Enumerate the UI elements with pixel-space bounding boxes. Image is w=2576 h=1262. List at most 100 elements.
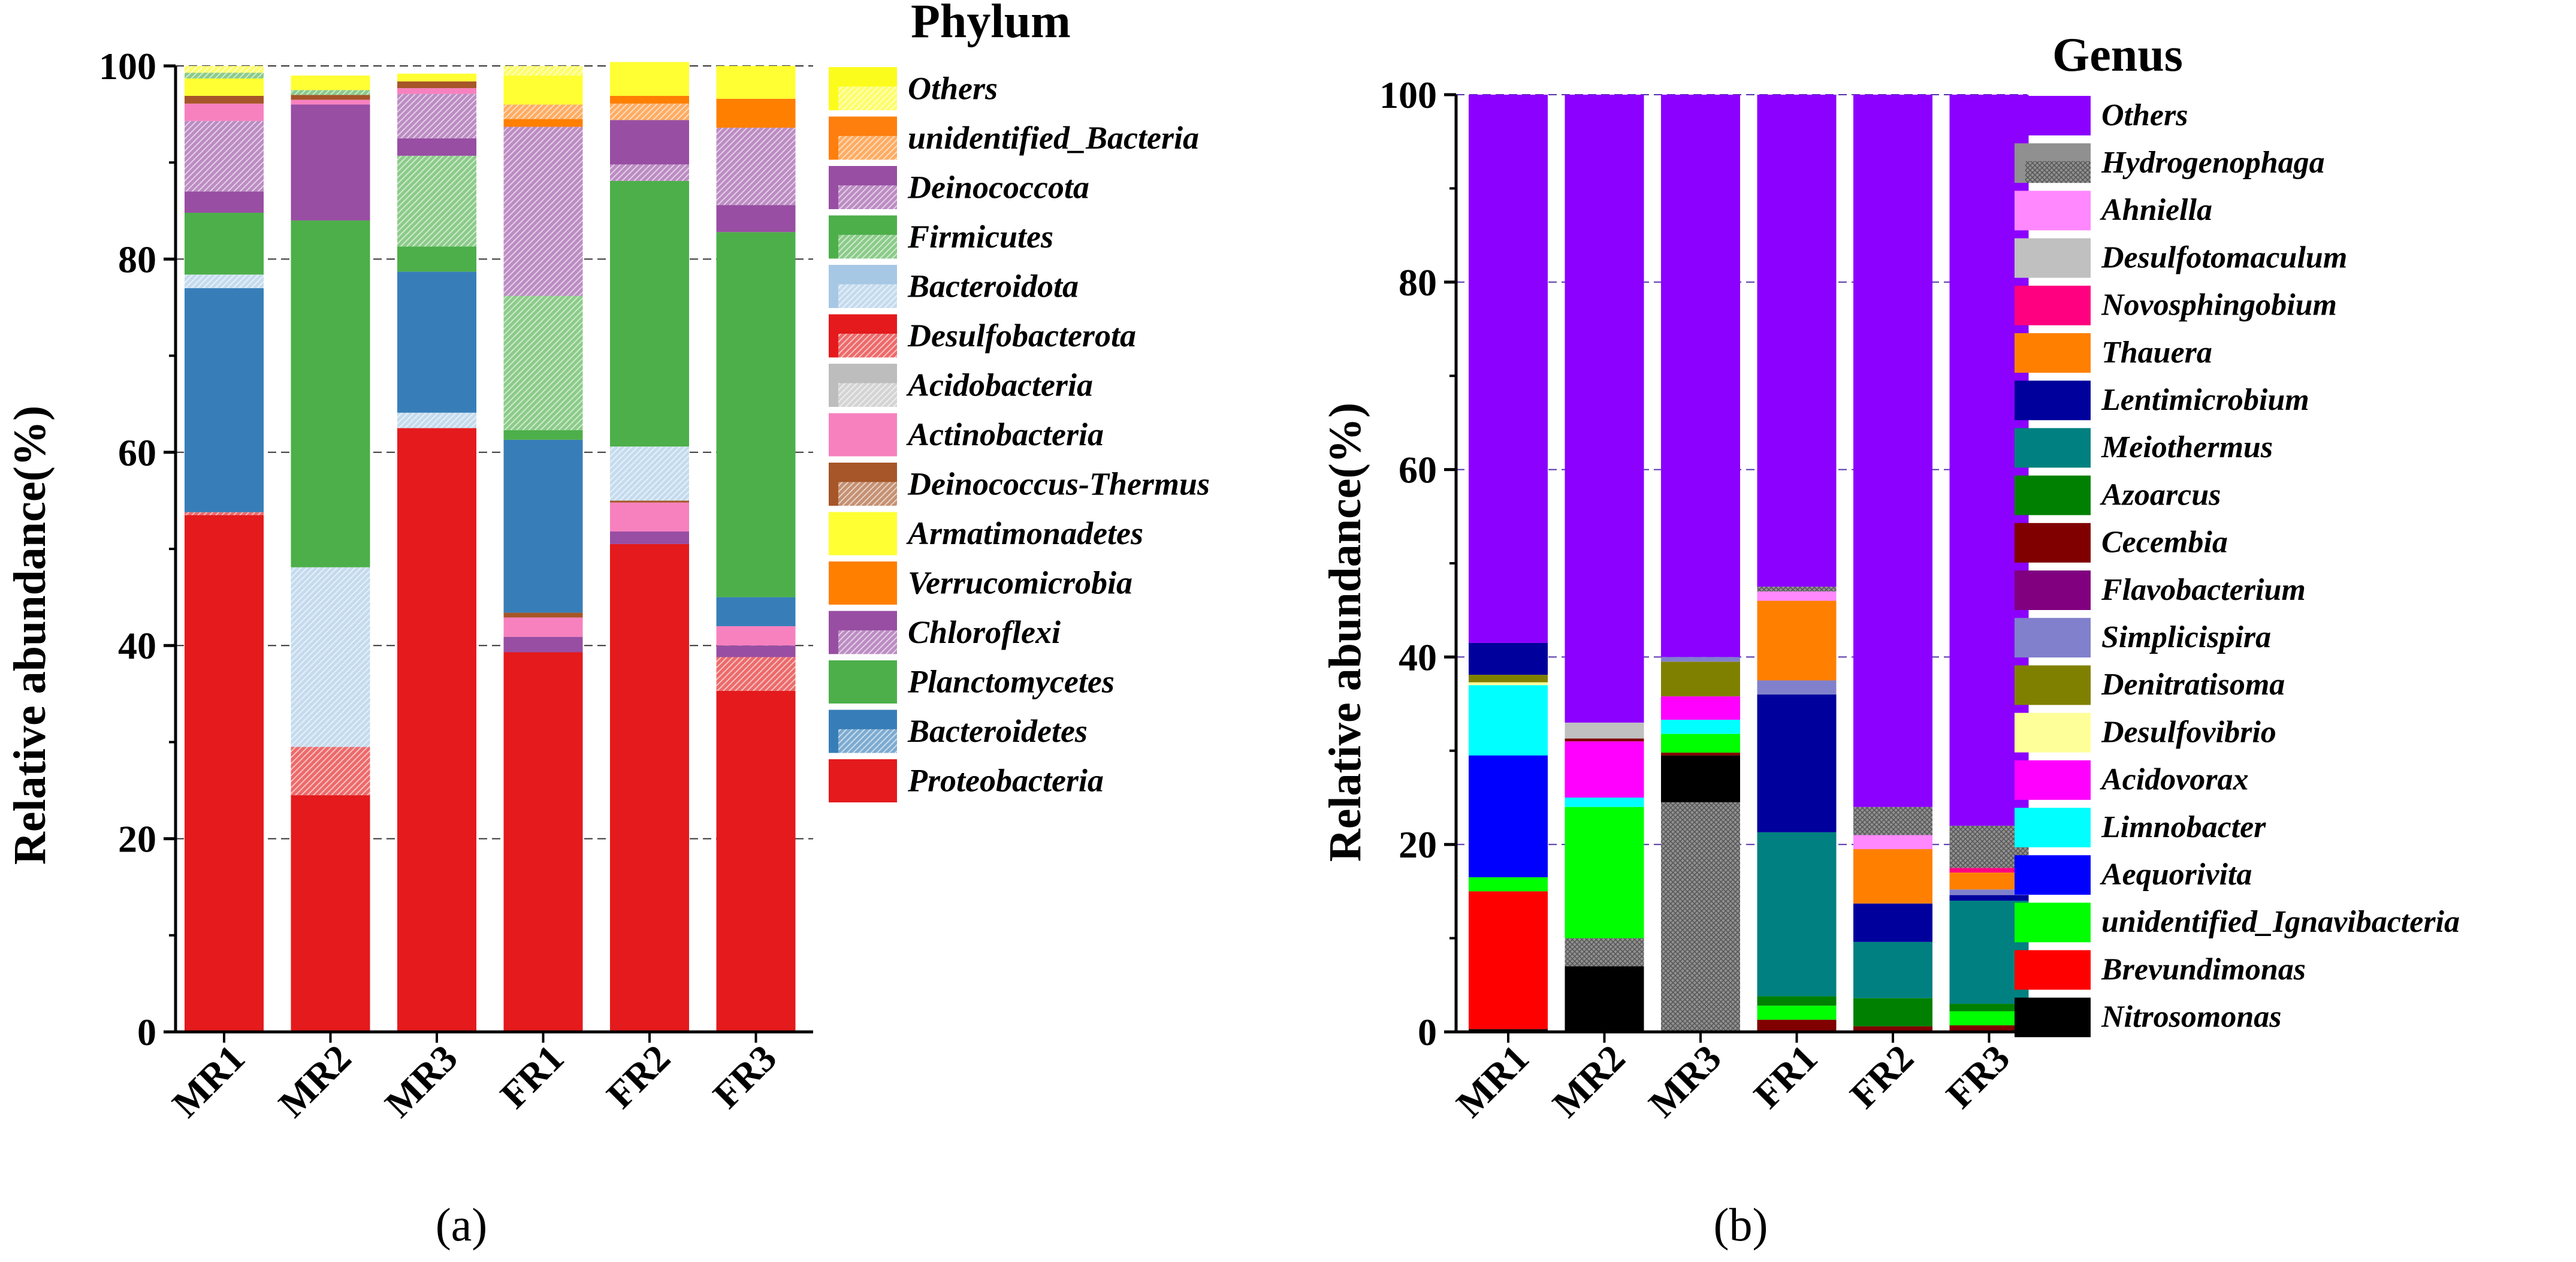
bar-segment-FR3-verrucomicrobia [716,98,796,128]
legend-swatch-thauera [2015,333,2091,373]
x-tick-label-mr3: MR3 [1641,1037,1729,1125]
panel-b-legend: Others Hydrogenophaga Ahniella Desulfotomac… [2015,96,2460,1037]
y-tick-label: 60 [118,431,156,474]
bar-segment-FR1-meiothermus [1757,832,1837,997]
legend-swatch-hatch [838,185,897,209]
bar-segment-MR1-chloroflexi [185,191,264,213]
bar-segment-hatch [185,66,264,73]
bar-segment-FR2-cecembia [1853,1026,1932,1032]
bar-segment-FR1-planctomycetes [503,430,583,440]
legend-label-novosphingobium: Novosphingobium [2101,288,2337,322]
y-tick-label: 60 [1399,449,1437,491]
bar-segment-MR3-denitratisoma [1661,662,1740,697]
bar-segment-FR3-chloroflexi [716,645,796,657]
legend-swatch-nitrosomonas [2015,997,2091,1037]
legend-swatch-acidovorax [2015,760,2091,800]
bar-segment-MR3-armatimonadetes [397,73,476,81]
bar-segment-hatch [1853,807,1932,835]
bar-segment-MR3-actinobacteria [397,88,476,94]
legend-swatch-flavobacterium [2015,570,2091,610]
bar-segment-FR3-bacteroidetes [716,597,796,626]
legend-label-nitrosomonas: Nitrosomonas [2101,1000,2282,1034]
bar-segment-FR3-actinobacteria [716,626,796,646]
legend-swatch-desulfovibrio [2015,712,2091,753]
legend-swatch-verrucomicrobia [829,561,897,605]
panel-b-y-axis-label: Relative abundance(%) [1320,403,1370,862]
legend-swatch-desulfotomaculum [2015,238,2091,278]
x-tick-label-mr1: MR1 [1448,1037,1537,1125]
bar-segment-MR2-limnobacter [1565,798,1644,807]
bar-segment-MR1-deinococcus-thermus [185,95,264,104]
legend-swatch-actinobacteria [829,413,897,457]
legend-label-deinococcota: Deinococcota [907,169,1089,205]
bar-segment-MR1-proteobacteria [185,515,264,1032]
x-tick-label-fr2: FR2 [1842,1037,1922,1116]
legend-swatch-azoarcus [2015,475,2091,515]
bar-segment-MR1-bacteroidetes [185,288,264,512]
panel-b-genus-chart: 0 20 40 60 80 100 MR1 MR2 MR3 FR1 FR2 FR3 Relative … [1320,29,2460,1251]
bar-segment-MR3-chloroflexi [397,138,476,156]
bar-segment-MR3-deinococcus-thermus [397,81,476,89]
legend-swatch-aequorivita [2015,855,2091,895]
legend-label-cecembia: Cecembia [2101,526,2228,560]
legend-swatch-simplicispira [2015,618,2091,658]
y-tick-label: 100 [99,45,156,87]
y-tick-label: 0 [137,1011,156,1053]
bar-segment-MR1-aequorivita [1469,755,1548,877]
bar-segment-FR1-others [1757,95,1837,587]
legend-swatch-hatch [838,729,897,753]
x-tick-label-mr2: MR2 [270,1037,359,1125]
legend-swatch-novosphingobium [2015,285,2091,325]
legend-label-ahniella: Ahniella [2100,193,2212,227]
panel-a-y-axis-label: Relative abundance(%) [5,406,55,865]
bar-segment-FR2-chloroflexi [610,120,689,165]
legend-label-unidentified_bacteria: unidentified_Bacteria [908,120,1199,156]
panel-b-label: (b) [1714,1198,1768,1251]
bar-segment-hatch [397,155,476,247]
bar-segment-MR2-unidentified_ignavibacteria [1565,807,1644,938]
bar-segment-hatch [1661,802,1740,1032]
legend-label-denitratisoma: Denitratisoma [2101,668,2285,702]
panel-b-bars [1469,95,2029,1032]
bar-segment-FR1-simplicispira [1757,680,1837,695]
bar-segment-hatch [185,512,264,515]
y-tick-label: 100 [1379,74,1437,116]
bar-segment-MR2-armatimonadetes [291,76,370,90]
legend-swatch-hatch [838,630,897,654]
bar-segment-FR3-azoarcus [1949,1004,2029,1012]
bar-segment-hatch [291,747,370,796]
bar-segment-MR3-proteobacteria [397,428,476,1032]
y-tick-label: 80 [118,238,156,280]
bar-segment-hatch [1757,587,1837,591]
bar-segment-MR3-acidovorax [1661,696,1740,720]
bar-segment-FR2-others [1853,95,1932,807]
bar-segment-FR2-verrucomicrobia [610,95,689,104]
bar-segment-MR2-others [1565,95,1644,723]
panel-a-bars [185,62,796,1032]
legend-swatch-planctomycetes [829,660,897,704]
legend-label-lentimicrobium: Lentimicrobium [2101,383,2309,417]
bar-segment-FR3-lentimicrobium [1949,895,2029,901]
legend-label-acidovorax: Acidovorax [2100,763,2249,797]
legend-swatch-denitratisoma [2015,665,2091,705]
legend-label-bacteroidota: Bacteroidota [907,268,1079,304]
panel-b-legend-title: Genus [2052,29,2183,81]
bar-segment-FR1-chloroflexi [503,636,583,653]
legend-swatch-hatch [2025,161,2091,183]
legend-label-desulfotomaculum: Desulfotomaculum [2101,240,2347,274]
bar-segment-FR1-cecembia [1757,1019,1837,1032]
bar-segment-hatch [1565,938,1644,967]
legend-swatch-hatch [838,234,897,259]
y-tick-label: 80 [1399,261,1437,304]
bar-segment-MR1-desulfovibrio [1469,682,1548,686]
bar-segment-hatch [185,120,264,192]
bar-segment-MR3-cecembia [1661,752,1740,756]
legend-label-flavobacterium: Flavobacterium [2101,573,2306,607]
bar-segment-MR1-denitratisoma [1469,675,1548,683]
bar-segment-FR1-actinobacteria [503,617,583,637]
bar-segment-MR3-nitrosomonas [1661,755,1740,802]
x-tick-label-fr1: FR1 [492,1037,572,1116]
bar-segment-hatch [610,164,689,181]
bar-segment-MR2-planctomycetes [291,220,370,567]
